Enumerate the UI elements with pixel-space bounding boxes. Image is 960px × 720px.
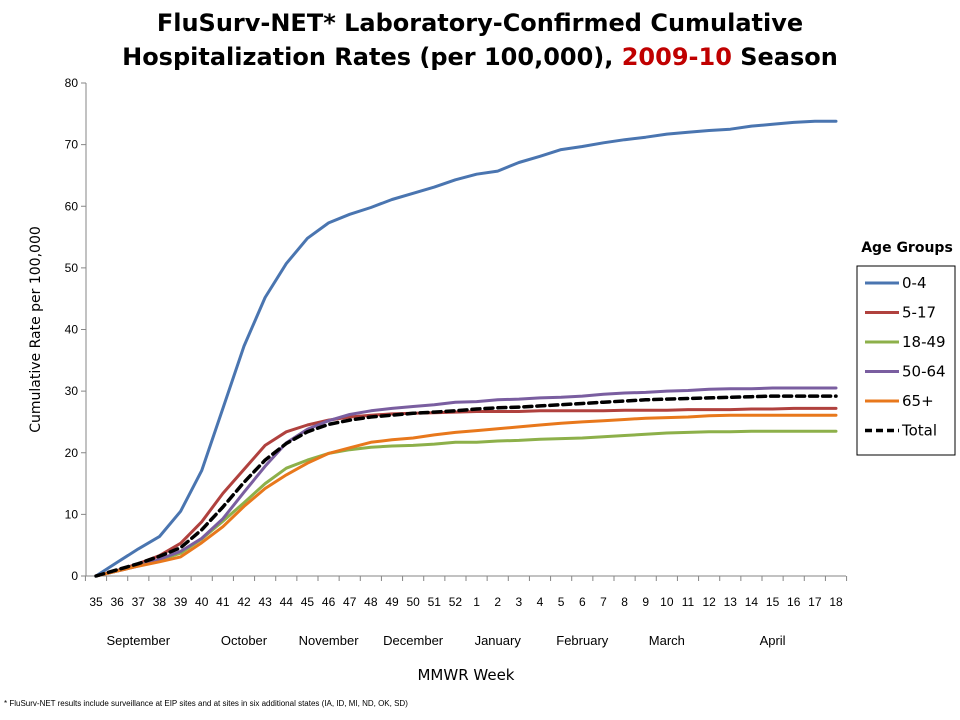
x-tick-label: 42 [237,595,251,609]
y-tick-label: 10 [65,507,79,521]
x-tick-label: 11 [682,595,695,609]
month-label: December [383,633,444,648]
series-line-65 [94,413,838,578]
legend-label: 18-49 [902,333,946,351]
title-suffix: Season [731,43,838,71]
y-tick-label: 30 [65,384,79,398]
y-tick-label: 0 [71,569,78,583]
series-line-517 [94,406,838,578]
month-label: April [760,633,786,648]
x-tick-label: 3 [516,595,523,609]
month-label: November [299,633,360,648]
chart-title-line1: FluSurv-NET* Laboratory-Confirmed Cumula… [156,9,804,37]
series-lines [94,119,838,578]
y-axis-title: Cumulative Rate per 100,000 [28,226,44,433]
x-tick-label: 1 [473,595,480,609]
x-tick-label: 13 [724,595,738,609]
legend-label: 0-4 [902,274,927,292]
footnote: * FluSurv-NET results include surveillan… [4,699,408,708]
x-tick-label: 18 [829,595,843,609]
x-tick-label: 45 [301,595,315,609]
x-tick-label: 37 [132,595,146,609]
x-tick-label: 4 [537,595,544,609]
x-tick-label: 36 [110,595,124,609]
legend-label: Total [901,422,937,440]
title-season-accent: 2009-10 [621,43,732,71]
x-tick-label: 7 [600,595,607,609]
x-tick-label: 35 [89,595,103,609]
x-tick-label: 10 [660,595,674,609]
y-tick-label: 60 [65,199,79,213]
x-tick-label: 43 [258,595,272,609]
x-tick-label: 12 [702,595,716,609]
x-tick-label: 46 [322,595,336,609]
series-line-04 [94,119,838,578]
legend-label: 65+ [902,392,934,410]
x-tick-label: 47 [343,595,357,609]
x-tick-label: 8 [621,595,628,609]
legend-label: 50-64 [902,363,946,381]
legend-title: Age Groups [861,240,953,256]
x-tick-label: 16 [787,595,801,609]
y-tick-label: 70 [65,138,79,152]
title-prefix: Hospitalization Rates (per 100,000), [122,43,622,71]
x-tick-label: 41 [216,595,230,609]
month-label: October [221,633,268,648]
month-label: September [106,633,170,648]
x-tick-label: 50 [406,595,420,609]
month-label: March [649,633,685,648]
y-tick-label: 20 [65,446,79,460]
x-tick-label: 9 [642,595,649,609]
x-tick-label: 15 [766,595,780,609]
x-tick-label: 39 [174,595,188,609]
legend-box [856,265,956,456]
x-tick-label: 51 [428,595,442,609]
x-tick-label: 5 [558,595,565,609]
y-tick-label: 50 [65,261,79,275]
x-axis-title: MMWR Week [417,666,514,684]
series-line-5064 [94,386,838,578]
chart-title-line2: Hospitalization Rates (per 100,000), 200… [0,40,960,74]
x-tick-label: 2 [494,595,501,609]
chart-title: FluSurv-NET* Laboratory-Confirmed Cumula… [0,6,960,74]
x-tick-label: 6 [579,595,586,609]
x-tick-label: 38 [153,595,167,609]
series-line-Total [94,394,838,578]
x-tick-label: 44 [280,595,294,609]
legend: Age Groups 0-4 5-17 18-49 50-64 65+ Total [856,240,956,456]
series-line-1849 [94,429,838,578]
y-tick-label: 40 [65,323,79,337]
x-tick-label: 52 [449,595,463,609]
legend-label: 5-17 [902,304,936,322]
x-tick-label: 14 [745,595,759,609]
month-label: January [475,633,522,648]
month-label: February [556,633,609,648]
y-tick-label: 80 [65,76,79,90]
x-tick-label: 17 [808,595,822,609]
x-tick-label: 49 [385,595,399,609]
x-tick-label: 48 [364,595,378,609]
x-tick-label: 40 [195,595,209,609]
